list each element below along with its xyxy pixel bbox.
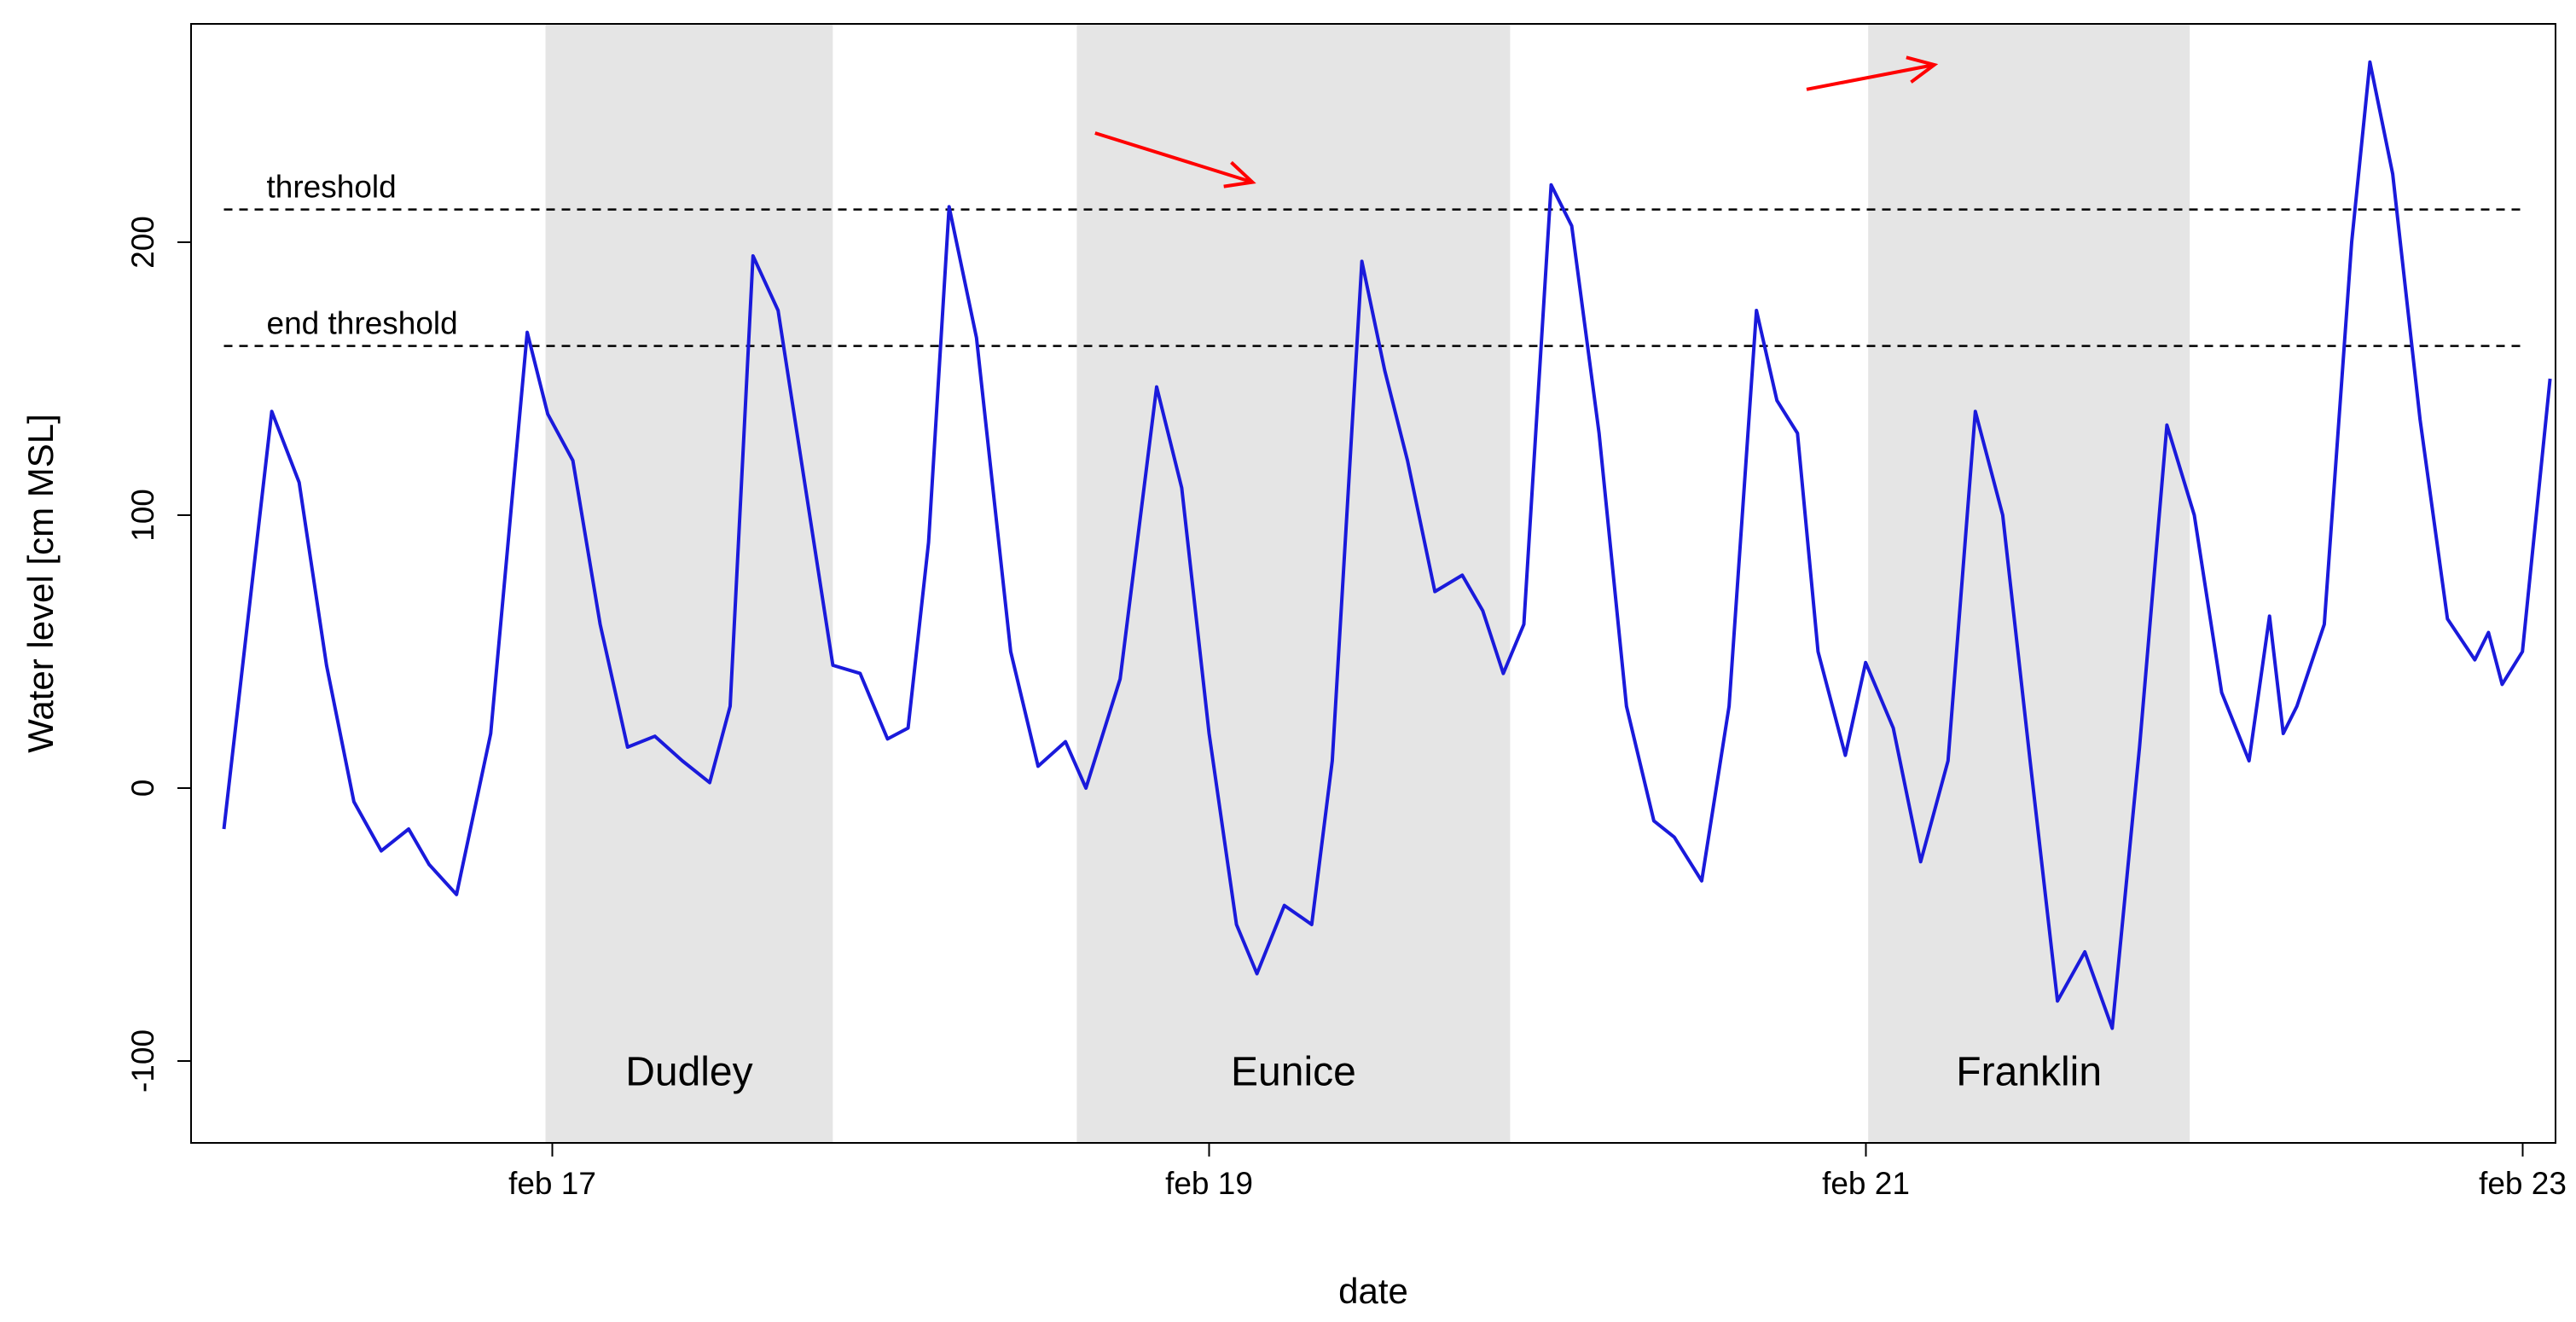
storm-band-dudley bbox=[545, 24, 833, 1143]
y-tick-label-3: 200 bbox=[125, 216, 160, 269]
threshold-lines: threshold end threshold bbox=[223, 170, 2523, 347]
storm-periods: Dudley Eunice Franklin bbox=[545, 24, 2190, 1143]
x-tick-label-2: feb 21 bbox=[1822, 1166, 1910, 1201]
storm-label-eunice: Eunice bbox=[1231, 1050, 1356, 1095]
x-axis: feb 17 feb 19 feb 21 feb 23 bbox=[508, 1142, 2567, 1201]
y-tick-label-2: 100 bbox=[125, 489, 160, 542]
threshold-label-0: threshold bbox=[267, 170, 397, 205]
x-tick-label-1: feb 19 bbox=[1165, 1166, 1253, 1201]
series-layer bbox=[222, 60, 2552, 1030]
arrow-head-0 bbox=[1223, 160, 1256, 188]
storm-band-eunice bbox=[1076, 24, 1511, 1143]
storm-band-franklin bbox=[1868, 24, 2190, 1143]
x-tick-label-3: feb 23 bbox=[2479, 1166, 2567, 1201]
x-axis-label: date bbox=[1338, 1271, 1408, 1311]
y-axis-label: Water level [cm MSL] bbox=[20, 414, 61, 753]
y-axis: -100 0 100 200 bbox=[125, 216, 192, 1093]
storm-label-dudley: Dudley bbox=[625, 1050, 752, 1095]
y-tick-label-1: 0 bbox=[125, 780, 160, 797]
water-level-line bbox=[222, 60, 2552, 1030]
arrow-shaft-1 bbox=[1806, 63, 1935, 91]
annotation-arrows bbox=[1094, 55, 1939, 188]
x-tick-label-0: feb 17 bbox=[508, 1166, 596, 1201]
y-tick-label-0: -100 bbox=[125, 1029, 160, 1093]
arrow-head-1 bbox=[1906, 55, 1939, 84]
storm-label-franklin: Franklin bbox=[1956, 1050, 2102, 1095]
threshold-label-1: end threshold bbox=[267, 306, 458, 341]
arrow-shaft-0 bbox=[1094, 131, 1253, 184]
